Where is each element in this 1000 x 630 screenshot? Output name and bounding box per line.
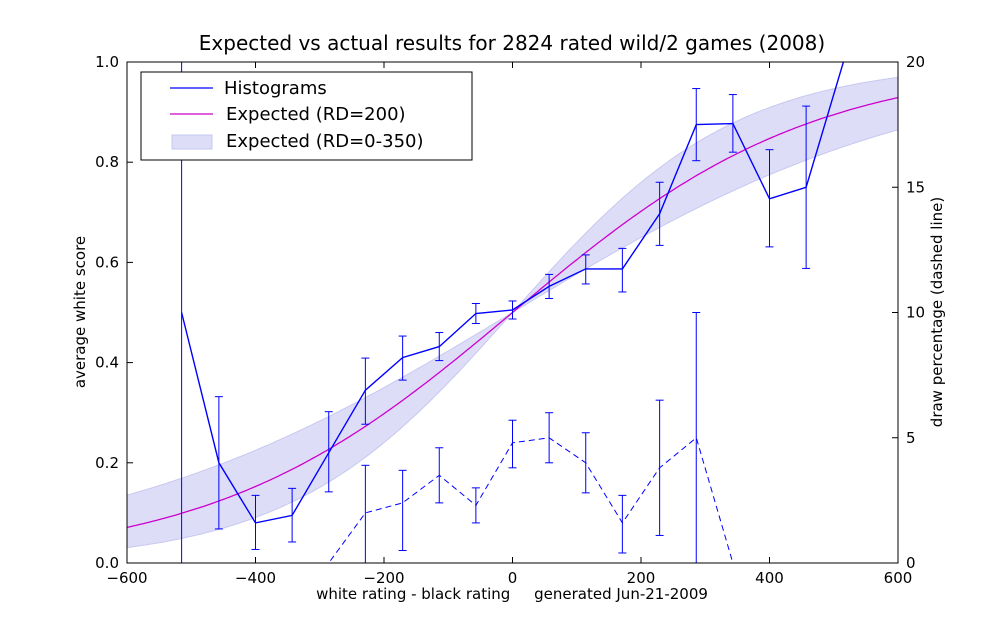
y2-tick-label: 0 <box>906 554 916 572</box>
y2-tick-label: 20 <box>906 53 925 71</box>
x-tick-label: 200 <box>627 569 656 587</box>
x-axis-label: white rating - black rating generated Ju… <box>316 585 708 603</box>
y-axis-label: average white score <box>71 236 89 388</box>
legend-label-expected: Expected (RD=200) <box>226 104 406 125</box>
legend-swatch-band <box>171 134 213 150</box>
legend-label-band: Expected (RD=0-350) <box>226 131 424 152</box>
y2-tick-label: 10 <box>906 304 925 322</box>
x-tick-label: −400 <box>235 569 276 587</box>
histogram-line <box>180 62 845 524</box>
x-tick-label: 600 <box>884 569 913 587</box>
y-tick-label: 1.0 <box>95 53 119 71</box>
x-tick-label: 0 <box>508 569 518 587</box>
x-tick-label: 400 <box>755 569 784 587</box>
draw-percentage-line <box>181 436 844 563</box>
expected-band-area <box>127 76 898 549</box>
y-tick-label: 0.4 <box>95 354 119 372</box>
tick-layer: −600 −400 −200 0 200 400 6000.00.20.40.60.81.0… <box>95 53 925 587</box>
x-tick-label: −200 <box>363 569 404 587</box>
plot-layer <box>127 62 898 563</box>
y2-tick-label: 5 <box>906 429 916 447</box>
y2-axis-label: draw percentage (dashed line) <box>928 197 946 427</box>
y-tick-label: 0.2 <box>95 454 119 472</box>
y-tick-label: 0.6 <box>95 253 119 271</box>
legend-label-histograms: Histograms <box>224 78 327 99</box>
plot-area <box>127 62 898 563</box>
y2-tick-label: 15 <box>906 178 925 196</box>
y-tick-label: 0.0 <box>95 554 119 572</box>
y-tick-label: 0.8 <box>95 153 119 171</box>
legend: Histograms Expected (RD=200) Expected (R… <box>140 71 473 161</box>
chart-title: Expected vs actual results for 2824 rate… <box>199 31 825 55</box>
x-tick-label: −600 <box>106 569 147 587</box>
